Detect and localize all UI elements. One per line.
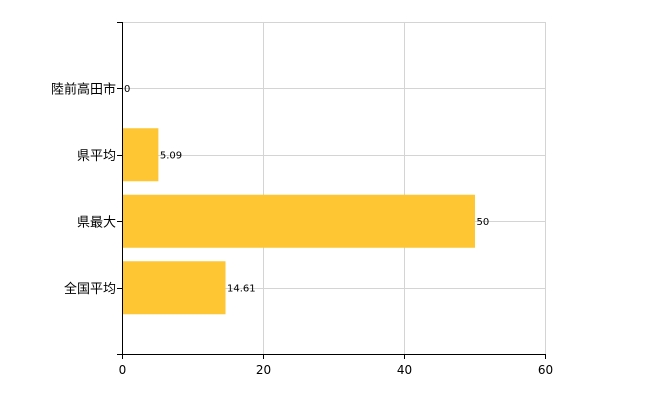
x-tick-label-3: 60 <box>538 363 553 377</box>
data-label-2: 50 <box>477 217 490 228</box>
bar-3 <box>122 261 226 315</box>
bar-2 <box>122 194 475 248</box>
bar-1 <box>122 128 159 182</box>
x-tick-label-1: 20 <box>256 363 271 377</box>
category-label-0: 陸前高田市 <box>51 81 116 97</box>
data-label-1: 5.09 <box>160 150 182 161</box>
axis-layer <box>117 22 546 359</box>
category-label-3: 全国平均 <box>64 281 116 297</box>
data-label-3: 14.61 <box>227 283 256 294</box>
x-tick-label-0: 0 <box>119 363 127 377</box>
category-label-1: 県平均 <box>77 149 116 164</box>
x-tick-label-2: 40 <box>397 363 412 377</box>
data-label-0: 0 <box>124 84 130 95</box>
bar-layer <box>122 128 475 315</box>
category-label-2: 県最大 <box>77 215 116 230</box>
